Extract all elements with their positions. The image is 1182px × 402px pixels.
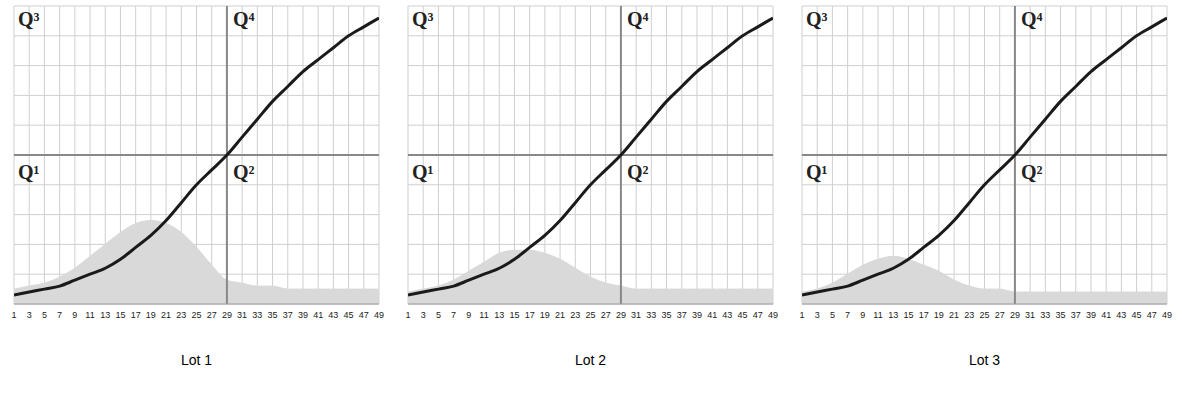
svg-text:39: 39: [1086, 310, 1096, 320]
svg-text:47: 47: [1147, 310, 1157, 320]
svg-text:47: 47: [753, 310, 763, 320]
svg-text:25: 25: [979, 310, 989, 320]
html-text:Q⁴: Q⁴: [626, 8, 649, 30]
svg-text:27: 27: [995, 310, 1005, 320]
svg-text:43: 43: [1116, 310, 1126, 320]
svg-text:21: 21: [555, 310, 565, 320]
html-text:Lot 1: Lot 1: [180, 352, 213, 368]
svg-text:13: 13: [888, 310, 898, 320]
svg-text:13: 13: [100, 310, 110, 320]
svg-text:27: 27: [207, 310, 217, 320]
svg-text:23: 23: [176, 310, 186, 320]
svg-text:49: 49: [768, 310, 778, 320]
html-text:Q⁴: Q⁴: [1020, 8, 1043, 30]
svg-text:11: 11: [873, 310, 882, 320]
svg-text:13: 13: [494, 310, 504, 320]
svg-text:41: 41: [1101, 310, 1111, 320]
svg-text:37: 37: [1071, 310, 1081, 320]
svg-text:25: 25: [585, 310, 595, 320]
svg-text:9: 9: [466, 310, 471, 320]
svg-text:17: 17: [131, 310, 141, 320]
svg-text:15: 15: [509, 310, 519, 320]
svg-text:41: 41: [707, 310, 717, 320]
svg-text:49: 49: [374, 310, 384, 320]
svg-text:33: 33: [1040, 310, 1050, 320]
svg-text:1: 1: [11, 310, 16, 320]
svg-text:5: 5: [830, 310, 835, 320]
svg-text:35: 35: [662, 310, 672, 320]
svg-text:19: 19: [540, 310, 550, 320]
svg-text:33: 33: [646, 310, 656, 320]
html-text:Q³: Q³: [18, 8, 40, 30]
svg-text:29: 29: [616, 310, 626, 320]
svg-text:39: 39: [298, 310, 308, 320]
svg-text:33: 33: [252, 310, 262, 320]
svg-text:11: 11: [85, 310, 94, 320]
svg-text:3: 3: [815, 310, 820, 320]
html-text:Q³: Q³: [806, 8, 828, 30]
svg-text:47: 47: [359, 310, 369, 320]
svg-text:15: 15: [903, 310, 913, 320]
svg-text:43: 43: [328, 310, 338, 320]
svg-text:19: 19: [146, 310, 156, 320]
svg-text:17: 17: [919, 310, 929, 320]
svg-text:37: 37: [283, 310, 293, 320]
svg-text:15: 15: [115, 310, 125, 320]
html-text:Lot 3: Lot 3: [968, 352, 1001, 368]
svg-text:19: 19: [934, 310, 944, 320]
svg-text:35: 35: [268, 310, 278, 320]
svg-text:23: 23: [964, 310, 974, 320]
svg-text:45: 45: [738, 310, 748, 320]
svg-text:25: 25: [191, 310, 201, 320]
html-text:Q³: Q³: [412, 8, 434, 30]
svg-text:1: 1: [799, 310, 804, 320]
html-text:Q²: Q²: [232, 161, 255, 183]
html-text:Q²: Q²: [1020, 161, 1043, 183]
svg-text:31: 31: [237, 310, 247, 320]
svg-text:5: 5: [436, 310, 441, 320]
svg-text:7: 7: [451, 310, 456, 320]
svg-text:7: 7: [845, 310, 850, 320]
svg-text:29: 29: [1010, 310, 1020, 320]
svg-text:43: 43: [722, 310, 732, 320]
svg-text:49: 49: [1162, 310, 1172, 320]
svg-text:29: 29: [222, 310, 232, 320]
svg-text:41: 41: [313, 310, 323, 320]
html-text:Q¹: Q¹: [412, 161, 434, 183]
svg-text:31: 31: [1025, 310, 1035, 320]
html-text:Q⁴: Q⁴: [232, 8, 255, 30]
svg-text:37: 37: [677, 310, 687, 320]
svg-text:3: 3: [421, 310, 426, 320]
svg-text:21: 21: [949, 310, 959, 320]
svg-text:35: 35: [1056, 310, 1066, 320]
svg-text:39: 39: [692, 310, 702, 320]
svg-text:3: 3: [27, 310, 32, 320]
svg-text:9: 9: [72, 310, 77, 320]
svg-text:45: 45: [1132, 310, 1142, 320]
html-text:Q¹: Q¹: [18, 161, 40, 183]
html-text:Q¹: Q¹: [806, 161, 828, 183]
html-text:Q²: Q²: [626, 161, 649, 183]
html-text:Lot 2: Lot 2: [574, 352, 607, 368]
svg-text:5: 5: [42, 310, 47, 320]
svg-text:11: 11: [479, 310, 488, 320]
svg-text:7: 7: [57, 310, 62, 320]
svg-text:27: 27: [601, 310, 611, 320]
svg-text:45: 45: [344, 310, 354, 320]
svg-text:1: 1: [405, 310, 410, 320]
svg-text:31: 31: [631, 310, 641, 320]
svg-text:21: 21: [161, 310, 171, 320]
svg-text:9: 9: [860, 310, 865, 320]
svg-text:17: 17: [525, 310, 535, 320]
svg-text:23: 23: [570, 310, 580, 320]
